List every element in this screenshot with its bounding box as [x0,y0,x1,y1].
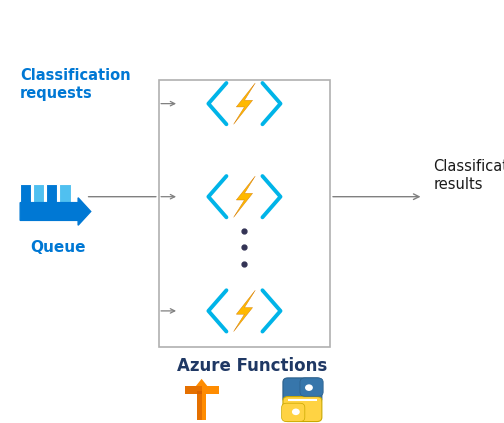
Bar [33,184,44,203]
FancyBboxPatch shape [283,397,322,422]
Bar [184,386,202,394]
Bar [197,391,206,420]
FancyArrow shape [20,198,91,225]
Bar [159,80,330,347]
Bar [59,184,71,203]
Polygon shape [234,83,255,124]
Polygon shape [234,290,255,332]
Polygon shape [234,176,255,217]
Bar [184,386,219,394]
Bar [288,398,317,401]
Polygon shape [192,379,212,391]
Bar [197,391,202,420]
Text: Azure Functions: Azure Functions [177,357,327,375]
FancyBboxPatch shape [282,403,305,422]
Bar [20,184,31,203]
Circle shape [292,409,300,415]
Text: Queue: Queue [30,240,86,255]
FancyBboxPatch shape [300,378,323,396]
Circle shape [305,385,313,391]
FancyBboxPatch shape [283,378,322,403]
Text: Classification
requests: Classification requests [20,69,131,101]
Text: Classification
results: Classification results [433,159,504,192]
Bar [46,184,57,203]
